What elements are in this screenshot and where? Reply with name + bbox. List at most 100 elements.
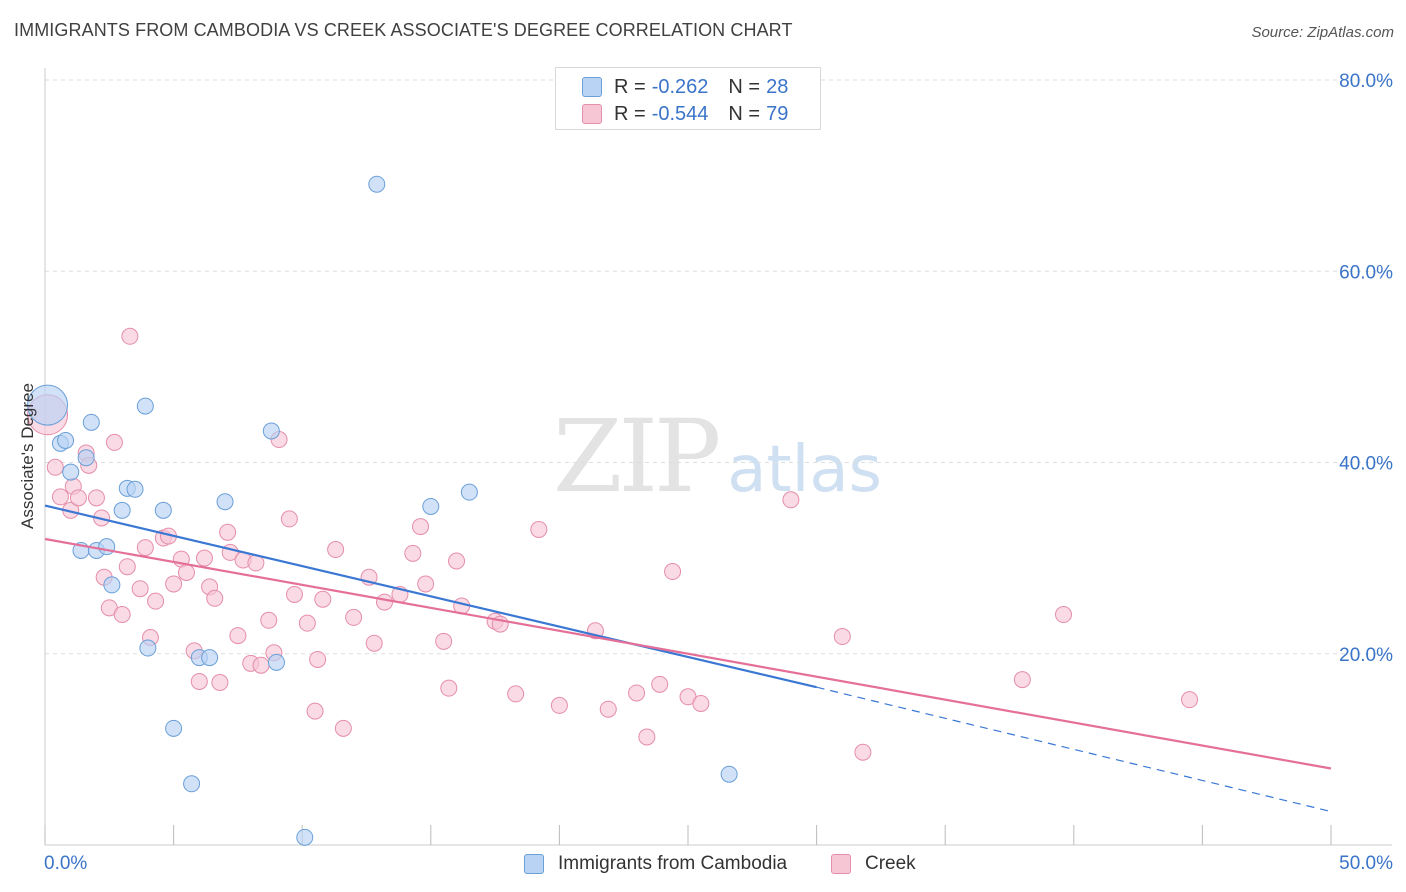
x-tick-label: 0.0% [44, 853, 87, 874]
cambodia-point [267, 653, 285, 671]
cambodia-point [139, 639, 157, 657]
creek-point [136, 539, 154, 557]
creek-point [195, 549, 213, 567]
cambodia-point [183, 775, 201, 793]
cambodia-point [460, 483, 478, 501]
y-axis-label: Associate's Degree [18, 383, 37, 529]
creek-point [638, 728, 656, 746]
creek-point [121, 327, 139, 345]
creek-point [147, 592, 165, 610]
cambodia-legend-swatch [524, 854, 544, 874]
creek-point [440, 679, 458, 697]
cambodia-point [262, 422, 280, 440]
n-label: N = [728, 75, 761, 98]
chart-source: Source: ZipAtlas.com [1251, 24, 1394, 41]
creek-point [412, 518, 430, 536]
creek-point [435, 632, 453, 650]
r-label: R = [614, 75, 646, 98]
creek-point [334, 719, 352, 737]
creek-point [87, 489, 105, 507]
creek-point [664, 563, 682, 581]
stats-legend-row-creek: R = -0.544 N = 79 [582, 101, 788, 127]
legend-item-cambodia[interactable]: Immigrants from Cambodia [524, 850, 787, 878]
creek-point [833, 628, 851, 646]
cambodia-point [126, 480, 144, 498]
creek-point [219, 523, 237, 541]
creek-point [782, 491, 800, 509]
cambodia-point [82, 413, 100, 431]
legend-item-creek[interactable]: Creek [831, 850, 916, 878]
y-tick-label: 20.0% [1339, 645, 1393, 666]
creek-point [651, 675, 669, 693]
creek-point [507, 685, 525, 703]
creek-point [314, 590, 332, 608]
cambodia-trend-extension [816, 686, 1332, 813]
creek-point [206, 589, 224, 607]
cambodia-point [165, 719, 183, 737]
n-label: N = [728, 102, 761, 125]
creek-point [628, 684, 646, 702]
cambodia-point [98, 538, 116, 556]
creek-point [211, 673, 229, 691]
creek-point [1013, 671, 1031, 689]
creek-trend-line [44, 537, 1332, 770]
cambodia-point [57, 432, 75, 450]
creek-point [118, 558, 136, 576]
x-tick-label: 50.0% [1339, 853, 1393, 874]
creek-point [229, 627, 247, 645]
creek-point [260, 611, 278, 629]
creek-point [417, 575, 435, 593]
cambodia-point [136, 397, 154, 415]
creek-point [854, 743, 872, 761]
chart-title: IMMIGRANTS FROM CAMBODIA VS CREEK ASSOCI… [14, 20, 793, 40]
creek-point [309, 650, 327, 668]
creek-point [177, 563, 195, 581]
creek-point [165, 575, 183, 593]
watermark: ZIP atlas [553, 398, 882, 515]
creek-legend-swatch [831, 854, 851, 874]
cambodia-point [216, 493, 234, 511]
creek-point [298, 614, 316, 632]
cambodia-point [296, 828, 314, 846]
cambodia-point [201, 649, 219, 667]
cambodia-point [720, 765, 738, 783]
r-value: -0.262 [651, 75, 709, 98]
legend-label-creek: Creek [865, 853, 916, 874]
creek-point [252, 656, 270, 674]
creek-swatch [582, 104, 602, 124]
creek-point [285, 585, 303, 603]
creek-point [692, 694, 710, 712]
creek-point [1055, 606, 1073, 624]
watermark-atlas: atlas [727, 433, 882, 507]
cambodia-point [27, 384, 69, 426]
creek-point [69, 489, 87, 507]
creek-point [105, 433, 123, 451]
r-label: R = [614, 102, 646, 125]
creek-point [327, 541, 345, 559]
creek-point [190, 672, 208, 690]
creek-point [306, 702, 324, 720]
creek-point [365, 634, 383, 652]
creek-point [376, 593, 394, 611]
cambodia-point [154, 501, 172, 519]
legend-label-cambodia: Immigrants from Cambodia [558, 853, 788, 874]
cambodia-trend-line [44, 504, 817, 689]
r-value: -0.544 [651, 102, 709, 125]
cambodia-point [77, 449, 95, 467]
y-tick-label: 40.0% [1339, 454, 1393, 475]
creek-point [1181, 691, 1199, 709]
stats-legend-row-cambodia: R = -0.262 N = 28 [582, 74, 788, 100]
y-tick-label: 80.0% [1339, 71, 1393, 92]
creek-point [280, 510, 298, 528]
n-value: 28 [766, 75, 789, 98]
creek-point [550, 696, 568, 714]
y-tick-label: 60.0% [1339, 262, 1393, 283]
cambodia-point [368, 175, 386, 193]
creek-point [345, 608, 363, 626]
cambodia-point [103, 576, 121, 594]
creek-point [131, 580, 149, 598]
cambodia-point [422, 497, 440, 515]
stats-legend: R = -0.262 N = 28 R = -0.544 N = 79 [555, 67, 821, 130]
watermark-zip: ZIP [553, 398, 721, 515]
